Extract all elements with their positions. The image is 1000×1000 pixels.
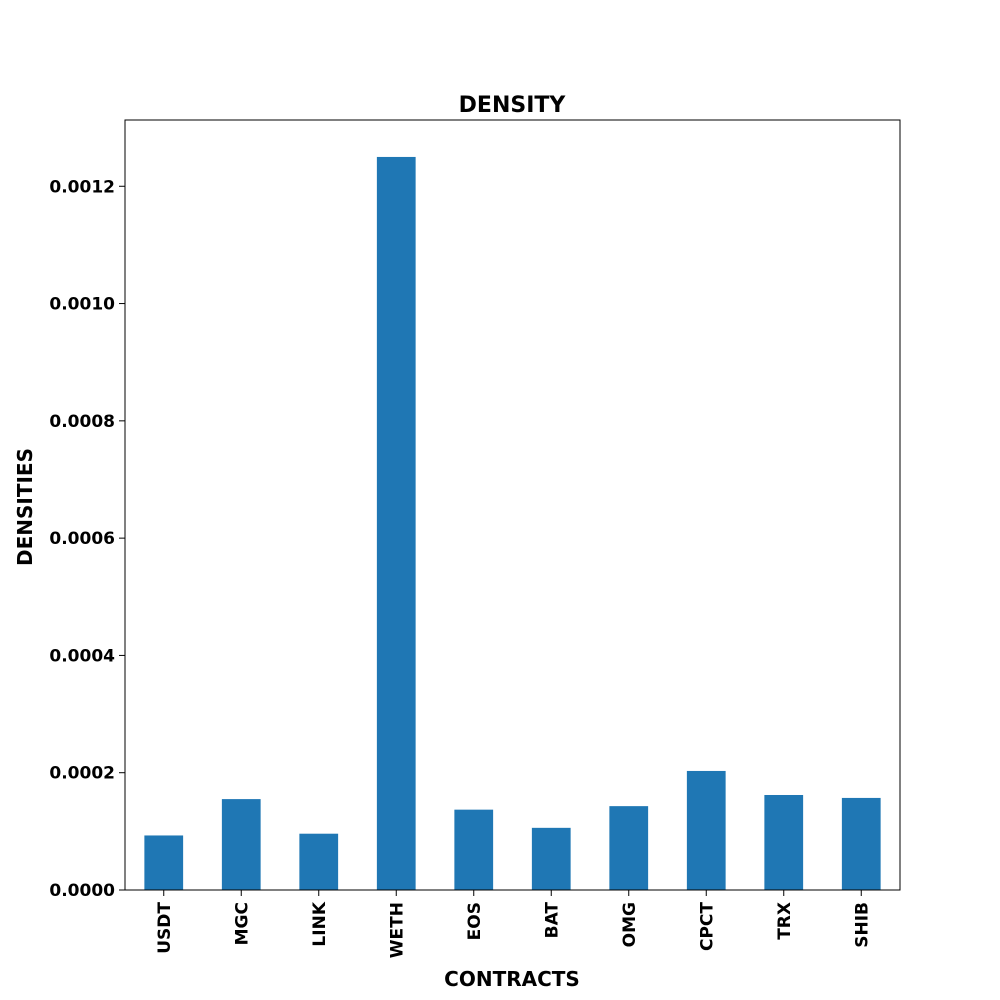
y-tick-label: 0.0010 [49, 295, 115, 315]
x-axis-label: CONTRACTS [444, 967, 580, 991]
y-axis: 0.0000 0.0002 0.0004 0.0006 0.0008 0.0010 0.00… [49, 177, 125, 901]
x-tick-label: OMG [620, 902, 640, 947]
x-tick-label: CPCT [697, 902, 717, 951]
plot-frame [124, 119, 901, 891]
bar-trx [764, 794, 804, 890]
bars-group [144, 156, 881, 890]
x-axis: USDT MGC LINK WETH EOS BAT OMG CPCT TRX SHIB [155, 890, 872, 958]
y-tick-label: 0.0004 [49, 646, 115, 666]
x-tick-label: MGC [232, 902, 252, 945]
x-tick-label: USDT [155, 902, 175, 954]
x-tick-label: BAT [542, 902, 562, 939]
x-tick-label: EOS [465, 902, 485, 940]
bar-mgc [221, 799, 261, 890]
bar-link [299, 833, 339, 890]
bar-omg [609, 806, 649, 890]
bar-weth [376, 156, 416, 890]
bar-cpct [686, 770, 726, 890]
y-tick-label: 0.0002 [49, 764, 115, 784]
y-tick-label: 0.0012 [49, 177, 115, 197]
y-axis-label: DENSITIES [13, 448, 37, 566]
x-tick-label: LINK [310, 901, 330, 946]
x-tick-label: SHIB [852, 902, 872, 948]
bar-eos [454, 809, 494, 890]
chart-title: DENSITY [459, 93, 567, 118]
x-tick-label: TRX [775, 902, 795, 940]
bar-shib [841, 797, 881, 890]
x-tick-label: WETH [387, 902, 407, 958]
bar-usdt [144, 835, 184, 890]
y-tick-label: 0.0000 [49, 881, 115, 901]
bar-bat [531, 827, 571, 890]
y-tick-label: 0.0006 [49, 529, 115, 549]
y-tick-label: 0.0008 [49, 412, 115, 432]
